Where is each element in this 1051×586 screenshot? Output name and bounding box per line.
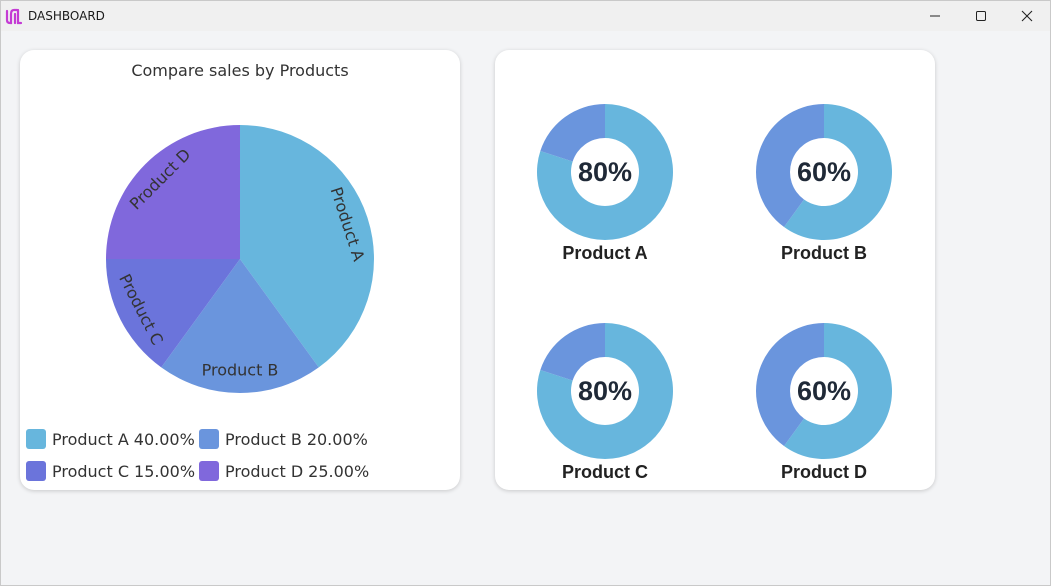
pie-slice-product-c[interactable] (106, 259, 240, 368)
minimize-icon (930, 15, 940, 17)
legend-label-product-c: Product C (52, 461, 130, 481)
maximize-button[interactable] (958, 1, 1004, 31)
legend-item-product-c[interactable]: Product C 15.00% (26, 460, 195, 482)
legend-label-product-a: Product A (52, 429, 129, 449)
donut-label-product-c: Product C (561, 462, 648, 482)
legend-item-product-d[interactable]: Product D 25.00% (199, 460, 369, 482)
close-button[interactable] (1004, 1, 1050, 31)
donut-cell-product-c: 80% Product C (525, 321, 685, 501)
donut-percent-product-d: 60% (796, 376, 852, 406)
donut-value-arc-product-a[interactable] (537, 104, 673, 240)
legend-label-product-b: Product B (225, 429, 302, 449)
legend-swatch-product-c (26, 461, 46, 481)
donut-chart-product-b (756, 104, 892, 241)
app-logo-icon (5, 8, 23, 25)
donut-percent-product-c: 80% (577, 376, 633, 406)
donut-remainder-arc-product-c[interactable] (540, 323, 605, 381)
legend-item-product-a[interactable]: Product A 40.00% (26, 428, 195, 450)
maximize-icon (976, 11, 986, 21)
legend-item-product-b[interactable]: Product B 20.00% (199, 428, 368, 450)
legend-percent-product-c: 15.00% (134, 461, 196, 481)
donut-chart-product-d (756, 323, 892, 459)
close-icon (1021, 10, 1033, 22)
legend-label-product-d: Product D (225, 461, 304, 481)
donut-chart-product-c (537, 323, 673, 459)
legend-percent-product-d: 25.00% (308, 461, 370, 481)
legend-swatch-product-b (199, 429, 219, 449)
donut-cell-product-d: 60% Product D (744, 321, 904, 501)
legend-percent-product-b: 20.00% (306, 429, 368, 449)
donut-cell-product-b: 60% Product B (744, 102, 904, 282)
legend-swatch-product-d (199, 461, 219, 481)
donut-chart-product-a (537, 104, 673, 240)
donut-value-arc-product-b[interactable] (784, 104, 892, 241)
pie-slice-product-b[interactable] (161, 259, 319, 393)
pie-slice-product-a[interactable] (240, 125, 374, 368)
title-bar: DASHBOARD (1, 1, 1050, 31)
window-title: DASHBOARD (28, 9, 105, 23)
donut-label-product-d: Product D (780, 462, 867, 482)
donut-charts-card: 80% Product A 60% Product B 80% Product … (495, 50, 935, 490)
donut-percent-product-b: 60% (796, 157, 852, 187)
donut-cell-product-a: 80% Product A (525, 102, 685, 282)
legend-swatch-product-a (26, 429, 46, 449)
donut-value-arc-product-d[interactable] (784, 323, 892, 459)
minimize-button[interactable] (912, 1, 958, 31)
donut-remainder-arc-product-d[interactable] (756, 323, 824, 447)
donut-label-product-b: Product B (780, 243, 867, 263)
donut-value-arc-product-c[interactable] (537, 323, 673, 459)
pie-chart-card: Compare sales by Products Product A Produ… (20, 50, 460, 490)
donut-remainder-arc-product-a[interactable] (540, 104, 605, 162)
legend-percent-product-a: 40.00% (133, 429, 195, 449)
pie-label-product-b: Product B (202, 361, 279, 380)
donut-label-product-a: Product A (562, 243, 648, 263)
donut-remainder-arc-product-b[interactable] (756, 104, 824, 228)
pie-chart-title: Compare sales by Products (131, 61, 349, 80)
pie-slice-product-d[interactable] (106, 125, 240, 259)
donut-percent-product-a: 80% (577, 157, 633, 187)
